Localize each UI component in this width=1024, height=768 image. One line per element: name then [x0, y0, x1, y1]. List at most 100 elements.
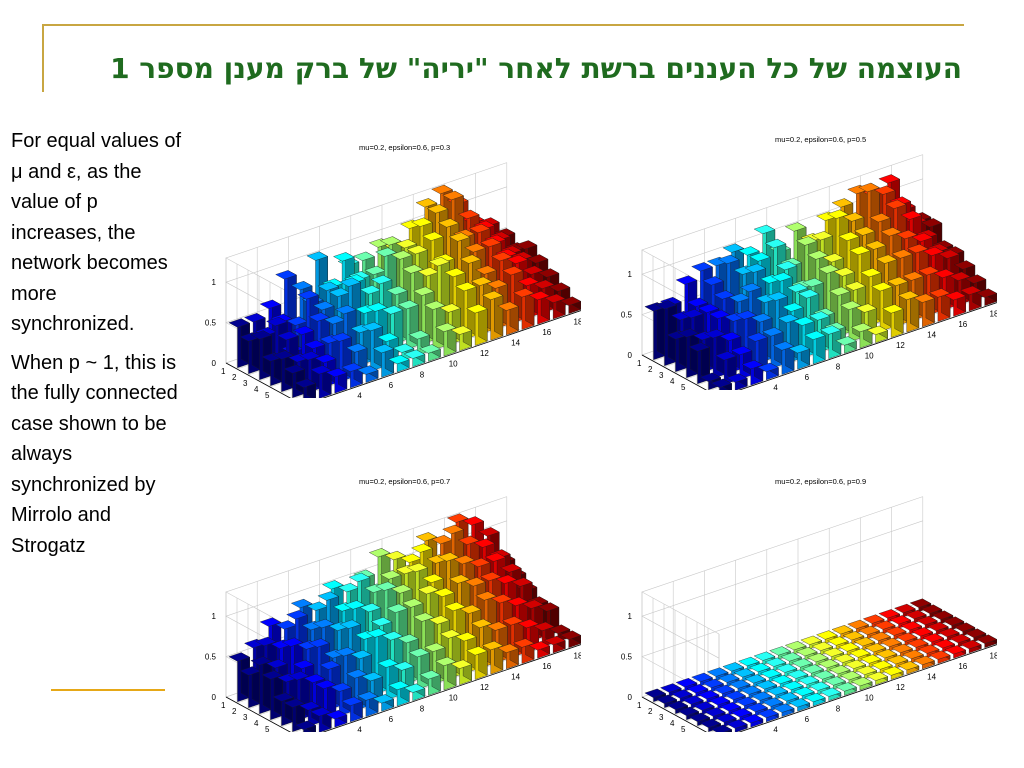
bar-r7-c6: [372, 694, 394, 712]
bar-r7-c6: [788, 698, 810, 712]
z-tick-label: 0: [212, 693, 217, 702]
y-tick-label: 4: [254, 385, 259, 394]
bar-r7-c13: [897, 290, 920, 333]
x-tick-label: 14: [927, 672, 936, 681]
bar-r7-c8: [819, 325, 842, 359]
x-tick-label: 4: [773, 383, 778, 390]
bar-r7-c2: [726, 719, 748, 733]
bar-r6-c12: [871, 660, 893, 674]
bar-r7-c9: [835, 336, 857, 354]
bar-r7-c12: [466, 304, 488, 346]
bar-r6-c1: [283, 698, 305, 732]
chart-title: mu=0.2, epsilon=0.6, p=0.3: [359, 143, 450, 152]
x-tick-label: 10: [865, 694, 874, 703]
z-tick-label: 0: [212, 359, 217, 368]
chart-p05: mu=0.2, epsilon=0.6, p=0.500.51123456724…: [612, 120, 1000, 404]
chart-p05-svg: mu=0.2, epsilon=0.6, p=0.500.51123456724…: [621, 135, 1000, 404]
bar-r7-c9: [835, 682, 857, 696]
paragraph-synchronization: For equal values of μ and ε, as the valu…: [11, 130, 182, 335]
bar-r7-c11: [450, 659, 472, 685]
bar-r7-c18: [975, 288, 998, 306]
bar-r7-c4: [341, 362, 363, 389]
y-tick-label: 3: [243, 379, 248, 388]
bar-r5-c1: [272, 692, 294, 726]
bar-r4-c12: [849, 648, 871, 662]
z-tick-label: 1: [212, 278, 217, 287]
bar-r7-c2: [310, 365, 332, 399]
y-tick-label: 3: [659, 713, 664, 722]
chart-p09: mu=0.2, epsilon=0.6, p=0.900.51123456724…: [612, 462, 1000, 746]
bar-r7-c11: [866, 671, 888, 685]
y-tick-label: 3: [243, 713, 248, 722]
body-text: For equal values of μ and ε, as the valu…: [11, 126, 183, 569]
bar-r5-c9: [813, 670, 835, 684]
y-tick-label: 2: [232, 373, 237, 382]
bar-r3-c12: [838, 642, 860, 656]
bar-r7-c5: [357, 691, 379, 717]
x-tick-label: 14: [927, 330, 936, 339]
bar-r1-c18: [909, 598, 932, 612]
bar-r7-c4: [341, 696, 363, 723]
bar-r7-c13: [897, 661, 920, 675]
bar-r7-c17: [544, 635, 566, 654]
bar-r7-c15: [513, 288, 535, 330]
x-tick-label: 12: [480, 683, 489, 692]
z-tick-label: 0.5: [205, 653, 217, 662]
z-tick-label: 1: [628, 270, 633, 279]
y-tick-label: 1: [221, 701, 226, 710]
z-tick-label: 1: [212, 612, 217, 621]
x-tick-label: 18: [990, 309, 997, 318]
bar-r7-c6: [788, 344, 810, 370]
bar-r5-c6: [766, 686, 788, 700]
x-tick-label: 16: [542, 662, 551, 671]
bar-r7-c16: [528, 641, 550, 659]
chart-p07: mu=0.2, epsilon=0.6, p=0.700.51123456724…: [196, 462, 584, 746]
z-tick-label: 0.5: [205, 319, 217, 328]
bar-r6-c1: [283, 364, 305, 398]
y-tick-label: 6: [276, 731, 281, 732]
x-tick-label: 8: [836, 704, 841, 713]
z-tick-label: 0.5: [621, 311, 633, 320]
y-tick-label: 5: [681, 383, 686, 390]
x-tick-label: 18: [990, 651, 997, 660]
x-tick-label: 12: [896, 683, 905, 692]
x-tick-label: 4: [357, 391, 362, 398]
y-tick-label: 4: [254, 719, 259, 728]
bar-r7-c9: [419, 670, 441, 696]
x-tick-label: 8: [420, 370, 425, 379]
x-tick-label: 10: [449, 360, 458, 369]
chart-p07-svg: mu=0.2, epsilon=0.6, p=0.700.51123456724…: [205, 477, 584, 746]
x-tick-label: 16: [958, 320, 967, 329]
bar-r7-c18: [975, 634, 998, 648]
bar-r7-c14: [497, 643, 519, 670]
bar-r4-c14: [880, 637, 902, 652]
chart-p09-svg: mu=0.2, epsilon=0.6, p=0.900.51123456724…: [621, 477, 1000, 746]
x-tick-label: 16: [542, 328, 551, 337]
bar-r5-c17: [938, 627, 960, 642]
z-tick-label: 0: [628, 693, 633, 702]
chart-p03: mu=0.2, epsilon=0.6, p=0.300.51123456724…: [196, 128, 584, 412]
x-tick-label: 12: [480, 349, 489, 358]
bar-r7-c13: [481, 640, 504, 675]
bar-r7-c15: [513, 638, 535, 664]
y-tick-label: 5: [265, 391, 270, 398]
bar-r7-c2: [726, 373, 748, 391]
x-tick-label: 6: [389, 381, 394, 390]
bar-r2-c18: [920, 604, 943, 618]
bar-r7-c5: [357, 365, 379, 383]
bar-r7-c4: [757, 362, 779, 381]
y-tick-label: 6: [692, 389, 697, 390]
bar-r7-c8: [819, 687, 842, 701]
y-tick-label: 6: [692, 731, 697, 732]
chart-title: mu=0.2, epsilon=0.6, p=0.9: [775, 477, 866, 486]
x-tick-label: 10: [865, 352, 874, 361]
y-tick-label: 2: [648, 365, 653, 374]
bar-r1-c2: [660, 683, 682, 697]
bar-r7-c14: [913, 655, 935, 670]
bar-r7-c17: [960, 639, 982, 654]
bar-r6-c11: [855, 665, 877, 679]
bar-r7-c17: [960, 285, 982, 312]
bar-r7-c10: [851, 322, 873, 349]
bar-r4-c5: [740, 685, 762, 699]
bar-r6-c16: [933, 639, 955, 653]
